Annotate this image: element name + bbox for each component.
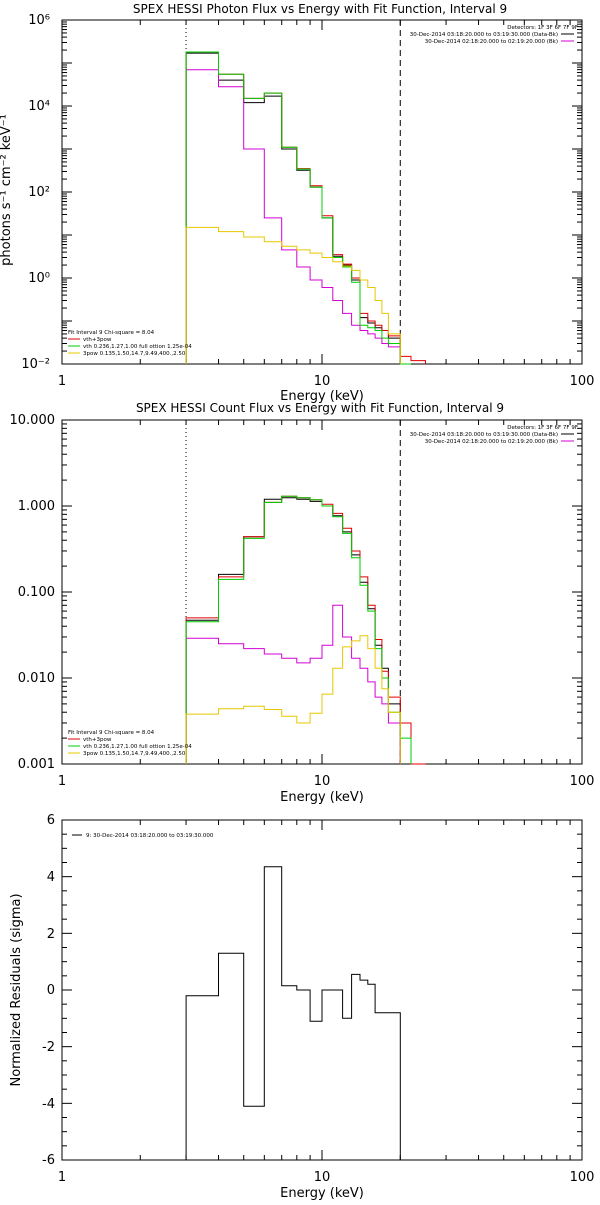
residuals-xlabel: Energy (keV) xyxy=(280,1186,364,1200)
count-title: SPEX HESSI Count Flux vs Energy with Fit… xyxy=(136,401,504,415)
photon-legend-text-2: 30-Dec-2014 02:18:20.000 to 02:19:20.000… xyxy=(425,39,558,45)
photon-series-3 xyxy=(185,51,411,365)
count-fit-legend-text-3: 3pow 0.135,1.50,14.7,9.49,400.,2.50 xyxy=(83,751,186,757)
photon-legend-bottom: Fit Interval 9 Chi-square = 8.04vth+3pow… xyxy=(68,330,192,357)
residuals-ytick-m4: -4 xyxy=(42,1097,55,1112)
residuals-legend-text-0: 9: 30-Dec-2014 03:18:20.000 to 03:19:30.… xyxy=(86,833,214,839)
photon-fit-legend-text-3: 3pow 0.135,1.50,14.7,9.49,400.,2.50 xyxy=(83,351,186,357)
photon-ylabel: photons s⁻¹ cm⁻² keV⁻¹ xyxy=(0,114,14,266)
count-ytick-0.010: 0.010 xyxy=(18,671,55,686)
photon-xtick-10: 10 xyxy=(314,374,331,389)
count-legend-text-1: 30-Dec-2014 03:18:20.000 to 03:19:30.000… xyxy=(410,432,558,438)
photon-xlabel: Energy (keV) xyxy=(280,389,364,404)
residuals-xtick-1: 1 xyxy=(58,1170,66,1185)
photon-series-2 xyxy=(185,51,426,364)
photon-series-1 xyxy=(185,69,401,364)
count-xtick-10: 10 xyxy=(314,774,331,789)
count-ytick-10.000: 10.000 xyxy=(10,413,56,428)
count-series-3 xyxy=(185,495,412,764)
photon-legend-text-1: 30-Dec-2014 03:18:20.000 to 03:19:30.000… xyxy=(410,32,558,38)
photon-series-0 xyxy=(185,52,411,365)
count-ytick-0.100: 0.100 xyxy=(18,585,55,600)
residuals-xtick-100: 100 xyxy=(570,1170,595,1185)
residuals-xtick-10: 10 xyxy=(314,1170,331,1185)
residuals-series xyxy=(185,866,401,1160)
residuals-ytick-m2: -2 xyxy=(42,1040,55,1055)
photon-ytick-1e4: 10⁴ xyxy=(28,99,50,114)
photon-series-4 xyxy=(185,226,401,364)
photon-fit-legend-text-2: vth 0.236,1.27,1.00 full ottion 1.25e-04 xyxy=(83,344,192,350)
photon-fit-legend-text-0: Fit Interval 9 Chi-square = 8.04 xyxy=(68,330,155,336)
photon-legend-text-0: Detectors: 1F 3F 6F 7F 9F xyxy=(507,25,578,31)
residuals-series-0 xyxy=(185,866,401,1160)
residuals-ytick-m6: -6 xyxy=(42,1153,55,1168)
photon-series xyxy=(185,51,426,365)
residuals-axes xyxy=(61,819,582,1161)
photon-ytick-1e6: 10⁶ xyxy=(28,13,50,28)
count-xtick-1: 1 xyxy=(58,774,66,789)
count-legend-bottom: Fit Interval 9 Chi-square = 8.04vth+3pow… xyxy=(68,730,192,757)
count-fit-legend-text-2: vth 0.236,1.27,1.00 full ottion 1.25e-04 xyxy=(83,744,192,750)
count-panel: SPEX HESSI Count Flux vs Energy with Fit… xyxy=(10,401,595,805)
photon-ytick-1e2: 10² xyxy=(28,185,50,200)
photon-ytick-1e-2: 10⁻² xyxy=(21,357,50,372)
photon-xtick-100: 100 xyxy=(570,374,595,389)
count-series-2 xyxy=(185,495,426,765)
photon-panel: SPEX HESSI Photon Flux vs Energy with Fi… xyxy=(0,2,594,404)
count-fit-legend-text-0: Fit Interval 9 Chi-square = 8.04 xyxy=(68,730,155,736)
count-ytick-1.000: 1.000 xyxy=(18,499,55,514)
count-xlabel: Energy (keV) xyxy=(280,790,364,805)
count-xtick-100: 100 xyxy=(570,774,595,789)
count-series xyxy=(185,495,426,765)
count-series-1 xyxy=(185,604,401,764)
photon-xtick-1: 1 xyxy=(58,374,66,389)
residuals-ytick-2: 2 xyxy=(47,927,55,942)
residuals-ytick-0: 0 xyxy=(47,983,55,998)
residuals-ytick-4: 4 xyxy=(47,870,55,885)
count-legend-text-2: 30-Dec-2014 02:18:20.000 to 02:19:20.000… xyxy=(425,439,558,445)
residuals-panel: 1 10 100 -6 -4 -2 0 2 4 6 Energy (keV) N… xyxy=(9,813,595,1201)
photon-fit-legend-text-1: vth+3pow xyxy=(83,337,112,343)
count-series-4 xyxy=(185,635,401,764)
photon-title: SPEX HESSI Photon Flux vs Energy with Fi… xyxy=(133,2,507,16)
count-fit-legend-text-1: vth+3pow xyxy=(83,737,112,743)
residuals-ytick-6: 6 xyxy=(47,813,55,828)
count-ytick-0.001: 0.001 xyxy=(18,757,55,772)
residuals-legend-top: 9: 30-Dec-2014 03:18:20.000 to 03:19:30.… xyxy=(72,833,214,839)
residuals-ylabel: Normalized Residuals (sigma) xyxy=(9,893,24,1086)
photon-ytick-1e0: 10⁰ xyxy=(28,271,50,286)
count-legend-text-0: Detectors: 1F 3F 6F 7F 9F xyxy=(507,425,578,431)
count-series-0 xyxy=(185,497,411,765)
